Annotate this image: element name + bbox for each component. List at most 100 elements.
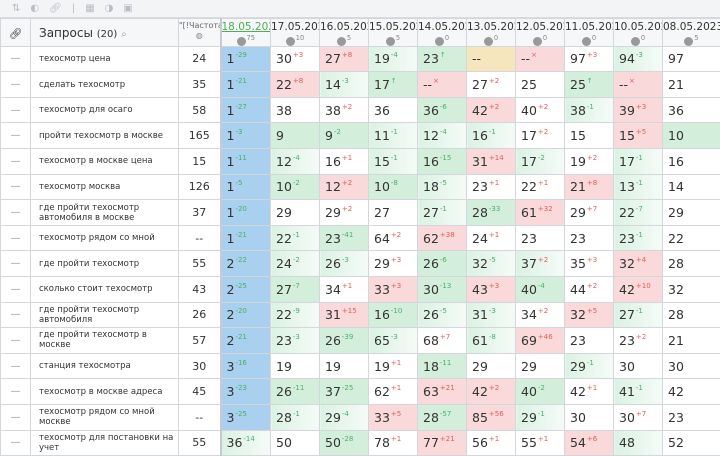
position-cell[interactable]: 23-1 (614, 225, 663, 251)
position-cell[interactable]: 17-2 (516, 149, 565, 175)
position-cell[interactable]: 30 (663, 353, 720, 379)
date-label[interactable]: 16.05.2023 (320, 21, 369, 33)
position-cell[interactable]: 16-15 (418, 149, 467, 175)
position-cell[interactable]: 28-1 (271, 404, 320, 430)
position-cell[interactable]: 22-1 (271, 225, 320, 251)
date-header[interactable]: 13.05.20230 (467, 19, 516, 47)
position-cell[interactable]: 22 (663, 225, 720, 251)
position-cell[interactable]: 65-3 (369, 328, 418, 354)
position-cell[interactable]: 28-57 (418, 404, 467, 430)
position-cell[interactable]: 37-25 (320, 379, 369, 405)
link-icon[interactable]: 🔗︎ (49, 3, 62, 14)
date-header[interactable]: 18.05.202375 (221, 19, 271, 47)
position-cell[interactable]: 27 (369, 200, 418, 226)
position-cell[interactable]: 94-3 (614, 46, 663, 72)
position-cell[interactable]: 23-41 (320, 225, 369, 251)
position-cell[interactable]: 19 (320, 353, 369, 379)
row-toggle[interactable]: — (1, 353, 31, 379)
position-cell[interactable]: 55+1 (516, 430, 565, 456)
position-cell[interactable]: 31+14 (467, 149, 516, 175)
position-cell[interactable]: 38+2 (320, 97, 369, 123)
position-cell[interactable]: 62+38 (418, 225, 467, 251)
position-cell[interactable]: 9 (271, 123, 320, 149)
position-cell[interactable]: 1-5 (221, 174, 271, 200)
row-toggle[interactable]: — (1, 277, 31, 303)
row-toggle[interactable]: — (1, 174, 31, 200)
position-cell[interactable]: 29+3 (369, 251, 418, 277)
position-cell[interactable]: 36 (369, 97, 418, 123)
position-cell[interactable]: 17+2 (516, 123, 565, 149)
position-cell[interactable]: 52 (663, 430, 720, 456)
date-header[interactable]: 17.05.202310 (271, 19, 320, 47)
position-cell[interactable]: 15-1 (369, 149, 418, 175)
position-cell[interactable]: 37+2 (516, 251, 565, 277)
position-cell[interactable]: 40-2 (516, 379, 565, 405)
position-cell[interactable]: 23 (516, 225, 565, 251)
position-cell[interactable]: 68+7 (418, 328, 467, 354)
position-cell[interactable]: 11-1 (369, 123, 418, 149)
position-cell[interactable]: 24+1 (467, 225, 516, 251)
position-cell[interactable]: 54+6 (565, 430, 614, 456)
position-cell[interactable]: 42+2 (467, 97, 516, 123)
link-column-header[interactable]: 🔗︎ (1, 19, 31, 47)
position-cell[interactable]: 42 (663, 379, 720, 405)
position-cell[interactable]: 19 (271, 353, 320, 379)
position-cell[interactable]: 1-21 (221, 225, 271, 251)
position-cell[interactable]: 30 (565, 404, 614, 430)
position-cell[interactable]: 44+2 (565, 277, 614, 303)
row-toggle[interactable]: — (1, 72, 31, 98)
position-cell[interactable]: 3-16 (221, 353, 271, 379)
position-cell[interactable]: 29+2 (320, 200, 369, 226)
position-cell[interactable]: 17-1 (614, 149, 663, 175)
position-cell[interactable]: 25↑ (565, 72, 614, 98)
position-cell[interactable]: 78+1 (369, 430, 418, 456)
position-cell[interactable]: 22+8 (271, 72, 320, 98)
position-cell[interactable]: 62+1 (369, 379, 418, 405)
position-cell[interactable]: 23+2 (614, 328, 663, 354)
toggle-icon[interactable]: ◐ (30, 3, 39, 14)
position-cell[interactable]: 42+10 (614, 277, 663, 303)
position-cell[interactable]: 12+2 (320, 174, 369, 200)
position-cell[interactable]: 25 (516, 72, 565, 98)
position-cell[interactable]: 33+5 (369, 404, 418, 430)
position-cell[interactable]: 27+2 (467, 72, 516, 98)
position-cell[interactable]: 56+1 (467, 430, 516, 456)
position-cell[interactable]: 19+1 (369, 353, 418, 379)
position-cell[interactable]: 23 (565, 225, 614, 251)
position-cell[interactable]: 26-3 (320, 251, 369, 277)
position-cell[interactable]: 26-11 (271, 379, 320, 405)
position-cell[interactable]: 2-20 (221, 302, 271, 328)
position-cell[interactable]: 1-29 (221, 46, 271, 72)
position-cell[interactable]: 29 (516, 353, 565, 379)
position-cell[interactable]: 30+7 (614, 404, 663, 430)
position-cell[interactable]: 10 (663, 123, 720, 149)
row-toggle[interactable]: — (1, 328, 31, 354)
position-cell[interactable]: -- (467, 46, 516, 72)
position-cell[interactable]: 97 (663, 46, 720, 72)
position-cell[interactable]: 32+4 (614, 251, 663, 277)
date-label[interactable]: 18.05.2023 (222, 21, 271, 33)
position-cell[interactable]: 3-25 (221, 404, 271, 430)
position-cell[interactable]: 77+21 (418, 430, 467, 456)
position-cell[interactable]: 41-1 (614, 379, 663, 405)
position-cell[interactable]: 36-14 (221, 430, 271, 456)
position-cell[interactable]: 27+8 (320, 46, 369, 72)
calc-icon[interactable]: ▦ (85, 3, 94, 14)
date-label[interactable]: 10.05.2023 (614, 21, 663, 33)
position-cell[interactable]: 24-2 (271, 251, 320, 277)
position-cell[interactable]: 50 (271, 430, 320, 456)
row-toggle[interactable]: — (1, 97, 31, 123)
date-label[interactable]: 08.05.2023 (663, 21, 720, 33)
position-cell[interactable]: 1-11 (221, 149, 271, 175)
row-toggle[interactable]: — (1, 225, 31, 251)
position-cell[interactable]: 14-3 (320, 72, 369, 98)
sort-icon[interactable]: ⇅ (12, 3, 20, 14)
row-toggle[interactable]: — (1, 379, 31, 405)
position-cell[interactable]: 3-23 (221, 379, 271, 405)
position-cell[interactable]: 43+3 (467, 277, 516, 303)
position-cell[interactable]: 36-6 (418, 97, 467, 123)
position-cell[interactable]: 22+1 (516, 174, 565, 200)
position-cell[interactable]: 32-5 (467, 251, 516, 277)
position-cell[interactable]: 29-4 (320, 404, 369, 430)
row-toggle[interactable]: — (1, 251, 31, 277)
